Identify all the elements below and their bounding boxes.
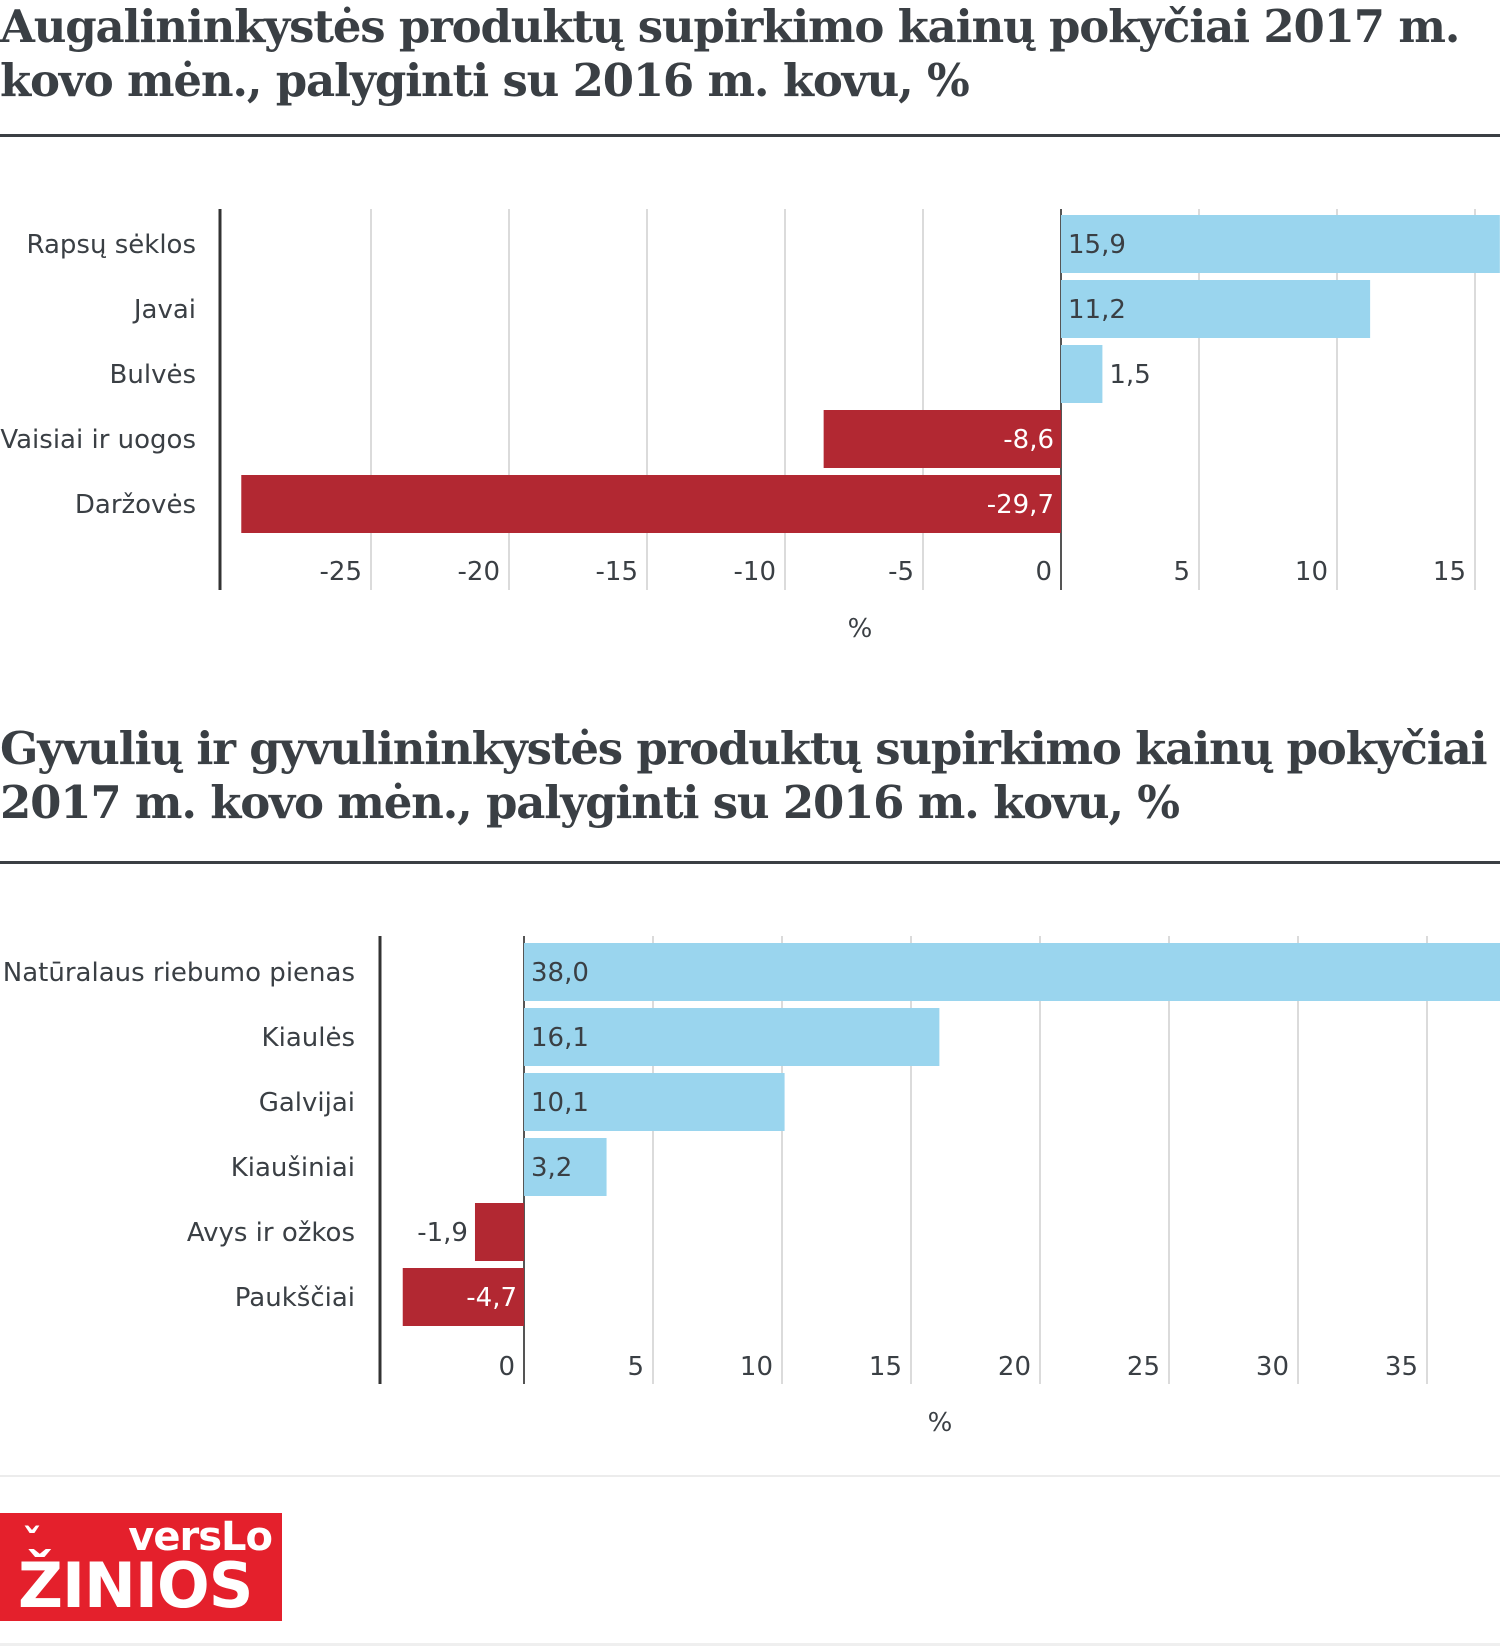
x-tick-label: 10	[740, 1352, 773, 1382]
title-rule-2	[0, 861, 1500, 864]
category-label: Natūralaus riebumo pienas	[3, 958, 355, 988]
category-label: Kiaušiniai	[231, 1153, 355, 1183]
x-tick-label: -20	[458, 557, 500, 587]
data-label: 38,0	[531, 958, 589, 988]
x-tick-label: 25	[1127, 1352, 1160, 1382]
category-label: Rapsų sėklos	[27, 230, 197, 260]
bar	[823, 410, 1061, 468]
x-tick-label: 15	[1433, 557, 1466, 587]
category-label: Paukščiai	[235, 1283, 355, 1313]
data-label: -29,7	[987, 490, 1054, 520]
category-label: Bulvės	[110, 360, 196, 390]
bar	[524, 943, 1500, 1001]
category-label: Javai	[132, 295, 196, 325]
x-tick-label: 0	[498, 1352, 515, 1382]
logo-text-bottom: ŽINIOS	[18, 1549, 253, 1622]
data-label: 16,1	[531, 1023, 589, 1053]
x-tick-label: -5	[888, 557, 914, 587]
x-tick-label: 30	[1256, 1352, 1289, 1382]
logo-hacek: ˇ	[22, 1522, 42, 1568]
logo-text-top: versLo	[128, 1514, 273, 1560]
x-tick-label: 20	[998, 1352, 1031, 1382]
bar	[241, 475, 1061, 533]
chart-2-svg: 0 5 10 15 20 25 30 35 Natūralaus riebumo pienas 3…	[3, 936, 1500, 1438]
category-label: Daržovės	[75, 490, 196, 520]
bar	[1061, 215, 1500, 273]
data-label: -8,6	[1003, 425, 1054, 455]
chart-1-title: Augalininkystės produktų supirkimo kainų…	[0, 0, 1460, 107]
category-label: Galvijai	[259, 1088, 355, 1118]
data-label: 15,9	[1068, 230, 1126, 260]
x-tick-label: 0	[1035, 557, 1052, 587]
category-label: Avys ir ožkos	[187, 1218, 355, 1248]
versLo-ziniOS-logo: ˇ versLo ŽINIOS	[0, 1513, 282, 1621]
x-tick-label: 35	[1385, 1352, 1418, 1382]
footer-divider	[0, 1475, 1500, 1477]
x-tick-label: -25	[320, 557, 362, 587]
bar	[524, 1008, 940, 1066]
bar	[1061, 280, 1371, 338]
x-tick-label: 15	[869, 1352, 902, 1382]
bar	[524, 1073, 785, 1131]
bar	[1061, 345, 1103, 403]
category-label: Vaisiai ir uogos	[0, 425, 196, 455]
data-label: 11,2	[1068, 295, 1126, 325]
x-tick-label: -10	[734, 557, 776, 587]
bar	[474, 1203, 524, 1261]
data-label: 3,2	[531, 1153, 572, 1183]
x-tick-label: 5	[1173, 557, 1190, 587]
title-rule-1	[0, 134, 1500, 137]
chart-2: 0 5 10 15 20 25 30 35 Natūralaus riebumo pienas 3…	[0, 918, 1500, 1438]
bar	[402, 1268, 524, 1326]
chart-1-svg: -25 -20 -15 -10 -5 0 5 10 15 Rapsų sėklos 15,9 Java…	[0, 209, 1500, 644]
chart-1: -25 -20 -15 -10 -5 0 5 10 15 Rapsų sėklos 15,9 Java…	[0, 190, 1500, 650]
x-axis-title: %	[928, 1408, 953, 1438]
category-label: Kiaulės	[262, 1023, 355, 1053]
data-label: -4,7	[466, 1283, 517, 1313]
data-label: 1,5	[1109, 360, 1150, 390]
x-axis-title: %	[848, 614, 873, 644]
data-label: -1,9	[417, 1218, 468, 1248]
bottom-divider	[0, 1643, 1500, 1646]
data-label: 10,1	[531, 1088, 589, 1118]
chart-2-title: Gyvulių ir gyvulininkystės produktų supi…	[0, 722, 1488, 829]
x-tick-label: 5	[627, 1352, 644, 1382]
bar	[524, 1138, 607, 1196]
x-tick-label: -15	[596, 557, 638, 587]
x-tick-label: 10	[1295, 557, 1328, 587]
